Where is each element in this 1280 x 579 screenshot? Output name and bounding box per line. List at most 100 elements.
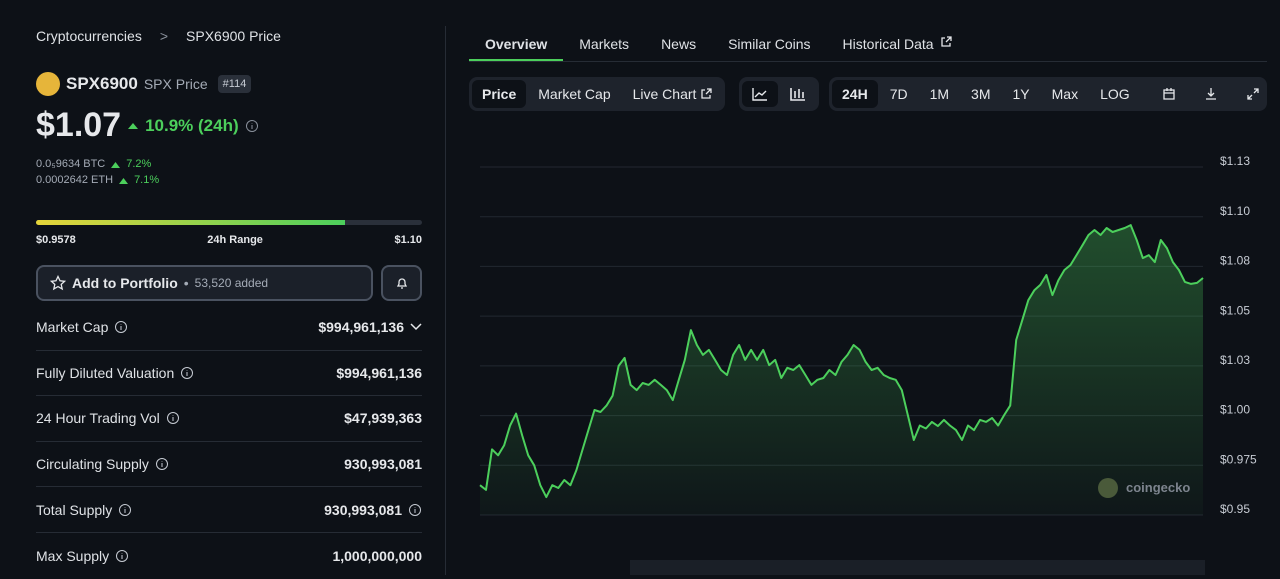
stat-label: Market Cap	[36, 319, 109, 336]
icon-button[interactable]	[1194, 81, 1228, 107]
stat-label: Fully Diluted Valuation	[36, 364, 175, 381]
range-button[interactable]: 1M	[929, 86, 950, 102]
candle-chart-button[interactable]	[780, 81, 816, 107]
watermark-text: coingecko	[1126, 480, 1190, 495]
icon	[1163, 88, 1175, 100]
candle-icon	[790, 88, 805, 101]
stat-row: Market Cap $994,961,136	[36, 305, 422, 351]
stat-label: Total Supply	[36, 501, 113, 518]
range-label: 24h Range	[207, 234, 263, 246]
stat-value: $994,961,136	[318, 319, 404, 336]
watermark: coingecko	[1098, 478, 1190, 498]
stat-value-wrap: 1,000,000,000	[332, 548, 422, 564]
stat-row: Max Supply 1,000,000,000	[36, 533, 422, 579]
stat-label: Circulating Supply	[36, 456, 149, 473]
range-labels: $0.9578 24h Range $1.10	[36, 234, 422, 246]
bell-icon	[396, 278, 407, 289]
range-button[interactable]: 7D	[889, 86, 908, 102]
stat-value-wrap: 930,993,081	[324, 502, 422, 518]
line-icon	[752, 88, 767, 101]
y-tick-label: $1.13	[1220, 154, 1250, 168]
y-tick-label: $1.05	[1220, 303, 1250, 317]
range-button[interactable]: 24H	[832, 80, 878, 108]
tab[interactable]: Historical Data	[827, 26, 968, 61]
added-count: 53,520 added	[194, 276, 269, 290]
range-high: $1.10	[394, 234, 422, 246]
coin-name: SPX6900	[66, 74, 138, 93]
btc-value: 0.0₅9634 BTC	[36, 158, 106, 170]
icon	[1205, 88, 1216, 100]
y-tick-label: $0.975	[1220, 452, 1257, 466]
stat-value-wrap: $994,961,136	[336, 365, 422, 381]
info-icon[interactable]	[166, 411, 180, 425]
watermark-logo	[1098, 478, 1118, 498]
price-block: $1.07 10.9% (24h)	[36, 106, 259, 145]
info-icon[interactable]	[155, 457, 169, 471]
mode-button[interactable]: Market Cap	[538, 86, 611, 102]
stat-value-wrap: $994,961,136	[318, 319, 422, 335]
eth-value: 0.0002642 ETH	[36, 174, 114, 186]
stat-value: 1,000,000,000	[332, 547, 422, 564]
stat-label: Max Supply	[36, 547, 110, 564]
y-tick-label: $1.00	[1220, 403, 1250, 417]
btc-conversion: 0.0₅9634 BTC 7.2%	[36, 158, 151, 170]
stat-value-wrap: 930,993,081	[344, 456, 422, 472]
info-icon[interactable]	[408, 503, 422, 517]
info-icon[interactable]	[118, 503, 132, 517]
volume-strip	[630, 560, 1205, 575]
tab[interactable]: Markets	[579, 36, 630, 52]
chevron[interactable]	[410, 323, 422, 331]
breadcrumb: Cryptocurrencies > SPX6900 Price	[36, 28, 281, 44]
range-fill	[36, 220, 345, 225]
stat-value: $47,939,363	[344, 410, 422, 427]
mode-group: Price Market Cap Live Chart	[469, 77, 726, 111]
eth-change: 7.1%	[134, 174, 160, 186]
coin-logo	[36, 72, 60, 96]
stats-table: Market Cap $994,961,136 Fully Diluted Valu…	[36, 305, 422, 579]
tab[interactable]: Overview	[469, 26, 564, 61]
tabs: Overview Markets News Similar Coins Historic…	[469, 26, 1267, 62]
stat-label-wrap: Circulating Supply	[36, 456, 169, 472]
y-tick-label: $0.95	[1220, 502, 1250, 516]
tab[interactable]: News	[661, 36, 697, 52]
info-icon[interactable]	[245, 119, 259, 133]
price: $1.07	[36, 106, 122, 144]
mode-button[interactable]: Price	[472, 80, 527, 108]
range-group: 24H 7D 1M 3M 1Y Max LOG	[829, 77, 1267, 111]
stat-label-wrap: Fully Diluted Valuation	[36, 365, 194, 381]
info-icon[interactable]	[180, 366, 194, 380]
breadcrumb-link[interactable]: Cryptocurrencies	[36, 28, 142, 44]
range-button[interactable]: LOG	[1100, 86, 1130, 102]
y-tick-label: $1.08	[1220, 254, 1250, 268]
price-area	[480, 225, 1203, 515]
dot: •	[183, 275, 189, 291]
range-button[interactable]: Max	[1051, 86, 1079, 102]
price-change: 10.9% (24h)	[145, 115, 239, 135]
info-icon[interactable]	[115, 549, 129, 563]
mode-button[interactable]: Live Chart	[623, 80, 723, 108]
price-line	[479, 224, 1204, 499]
stat-label-wrap: Market Cap	[36, 319, 128, 335]
stat-value: $994,961,136	[336, 364, 422, 381]
stat-value-wrap: $47,939,363	[344, 410, 422, 426]
add-portfolio-button[interactable]: Add to Portfolio • 53,520 added	[36, 265, 373, 301]
range-button[interactable]: 1Y	[1012, 86, 1030, 102]
line-chart-button[interactable]	[742, 81, 778, 107]
info-icon[interactable]	[114, 320, 128, 334]
external-icon	[701, 88, 713, 99]
external-icon	[940, 36, 952, 47]
tab[interactable]: Similar Coins	[728, 36, 811, 52]
stat-row: 24 Hour Trading Vol $47,939,363	[36, 396, 422, 442]
alert-button[interactable]	[381, 265, 422, 301]
stat-row: Fully Diluted Valuation $994,961,136	[36, 351, 422, 397]
icon-button[interactable]	[1152, 81, 1186, 107]
stat-row: Total Supply 930,993,081	[36, 487, 422, 533]
coin-symbol: SPX Price	[143, 76, 208, 92]
btc-change: 7.2%	[126, 158, 152, 170]
button-label: Add to Portfolio	[72, 275, 178, 291]
range-button[interactable]: 3M	[971, 86, 991, 102]
icon-button[interactable]	[1236, 81, 1270, 107]
separator: >	[159, 28, 169, 44]
up-arrow	[128, 122, 139, 129]
